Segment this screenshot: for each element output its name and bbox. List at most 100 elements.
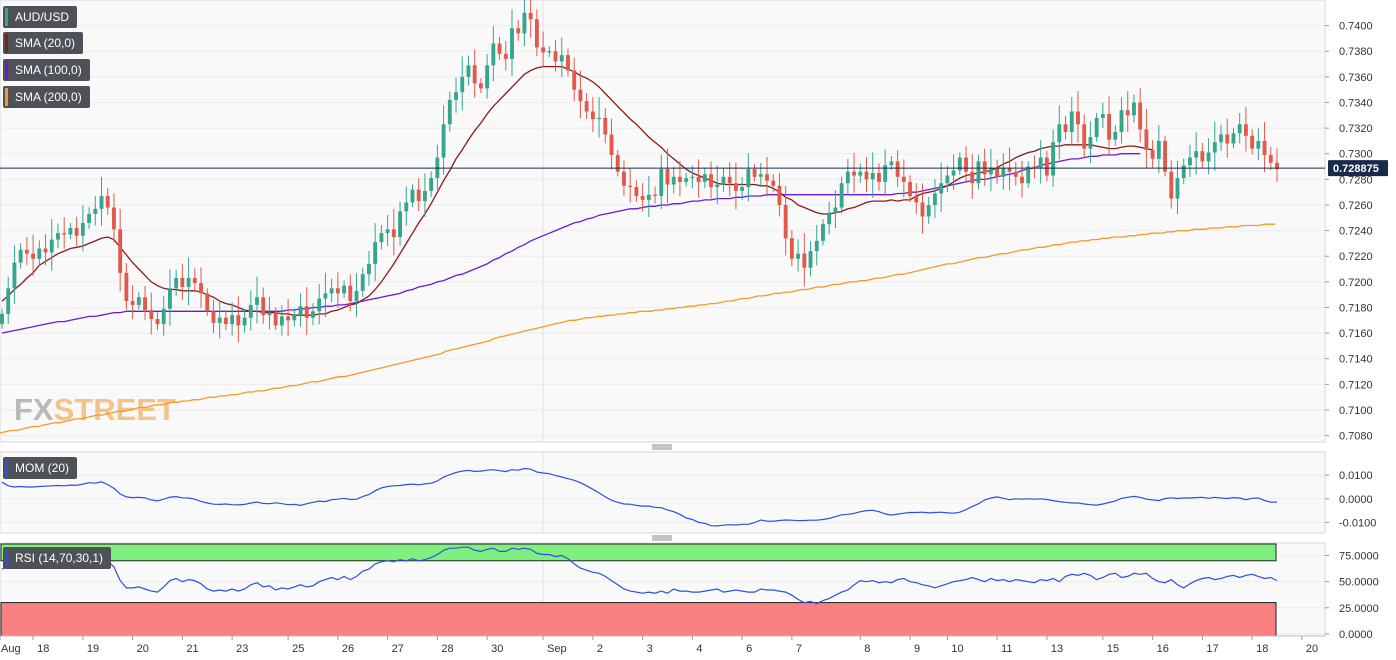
candle bbox=[528, 0, 533, 38]
legend-mom[interactable]: MOM (20) bbox=[3, 457, 77, 479]
candle bbox=[279, 305, 284, 336]
time-tick-label: 30 bbox=[491, 643, 503, 655]
candle-body bbox=[143, 297, 147, 311]
candle-body bbox=[478, 83, 483, 89]
time-tick-label: 10 bbox=[951, 643, 963, 655]
price-axis-tick-label: 0.7260 bbox=[1339, 200, 1373, 212]
candle-body bbox=[553, 51, 558, 62]
candle bbox=[796, 239, 801, 272]
candle-body bbox=[311, 311, 315, 318]
candle bbox=[1225, 118, 1230, 158]
candle bbox=[914, 183, 919, 214]
candle bbox=[1237, 112, 1242, 144]
candle bbox=[373, 223, 378, 281]
candle bbox=[646, 175, 651, 217]
candle bbox=[99, 177, 104, 226]
candle bbox=[702, 167, 707, 188]
legend-rsi[interactable]: RSI (14,70,30,1) bbox=[3, 547, 112, 569]
candle bbox=[889, 156, 894, 170]
time-tick-label: 6 bbox=[746, 643, 752, 655]
legend-sma20-label: SMA (20,0) bbox=[15, 36, 76, 50]
candle bbox=[12, 245, 17, 304]
candle-body bbox=[1144, 129, 1149, 150]
candle bbox=[286, 299, 291, 336]
candle bbox=[242, 309, 247, 333]
legend-symbol[interactable]: AUD/USD bbox=[3, 6, 78, 28]
candle bbox=[447, 91, 452, 132]
candle bbox=[49, 219, 54, 271]
candle-body bbox=[1026, 166, 1031, 184]
candle bbox=[839, 176, 844, 214]
candle-body bbox=[566, 55, 570, 71]
candle-body bbox=[622, 171, 626, 186]
candle-body bbox=[1181, 165, 1186, 179]
candle-body bbox=[367, 263, 371, 275]
legend-sma100[interactable]: SMA (100,0) bbox=[3, 59, 90, 81]
watermark-street: STREET bbox=[54, 392, 176, 427]
price-axis-tick-label: 0.7360 bbox=[1339, 72, 1373, 84]
candle-body bbox=[248, 304, 253, 318]
price-axis-tick-label: 0.7140 bbox=[1339, 354, 1373, 366]
candle bbox=[1088, 121, 1093, 163]
candle-body bbox=[671, 176, 676, 185]
candle bbox=[1051, 129, 1056, 188]
candle-body bbox=[410, 189, 415, 203]
candle bbox=[267, 296, 272, 330]
candle-body bbox=[1237, 124, 1242, 134]
candle bbox=[783, 186, 788, 256]
candle-body bbox=[12, 262, 17, 289]
candle-body bbox=[1007, 167, 1012, 172]
candle bbox=[236, 296, 241, 343]
candle-body bbox=[199, 283, 203, 294]
candle bbox=[833, 190, 838, 229]
candle-body bbox=[1200, 151, 1205, 162]
candle bbox=[379, 224, 384, 250]
candle-body bbox=[659, 169, 664, 197]
candle bbox=[62, 217, 67, 249]
candle bbox=[615, 149, 620, 177]
candle bbox=[1057, 105, 1062, 160]
candle-body bbox=[37, 248, 42, 259]
candle bbox=[192, 268, 197, 292]
candle bbox=[199, 267, 203, 308]
candle bbox=[478, 78, 483, 94]
candle-body bbox=[1206, 152, 1211, 162]
candle bbox=[466, 55, 471, 86]
candle-body bbox=[821, 224, 825, 241]
candle-body bbox=[373, 242, 378, 264]
candle-body bbox=[62, 233, 67, 235]
candle bbox=[721, 168, 726, 192]
price-axis-tick-label: 0.7280 bbox=[1339, 174, 1373, 186]
candle bbox=[130, 285, 135, 320]
candle-body bbox=[242, 317, 247, 326]
candle-body bbox=[988, 167, 993, 175]
price-axis-tick-label: 0.7160 bbox=[1339, 328, 1373, 340]
candle bbox=[733, 162, 738, 210]
candle bbox=[814, 224, 819, 266]
candle bbox=[0, 308, 4, 329]
candle bbox=[864, 157, 869, 193]
time-tick-label: 25 bbox=[292, 643, 304, 655]
candle bbox=[1144, 108, 1149, 169]
price-axis-tick-label: 0.7120 bbox=[1339, 379, 1373, 391]
time-tick-label: 17 bbox=[1206, 643, 1218, 655]
candle bbox=[534, 9, 539, 57]
candle bbox=[460, 56, 465, 111]
rsi-oversold-zone bbox=[0, 602, 1277, 637]
candle bbox=[367, 251, 371, 286]
candle-body bbox=[796, 253, 801, 259]
candle bbox=[1001, 153, 1006, 190]
candle bbox=[180, 263, 185, 300]
candle bbox=[1250, 129, 1255, 155]
candle bbox=[136, 292, 141, 310]
price-axis-tick-label: 0.7240 bbox=[1339, 226, 1373, 238]
legend-sma20[interactable]: SMA (20,0) bbox=[3, 32, 84, 54]
candle bbox=[186, 257, 191, 306]
candle-body bbox=[932, 193, 937, 205]
legend-sma200[interactable]: SMA (200,0) bbox=[3, 86, 90, 108]
candle bbox=[1243, 106, 1248, 152]
candle-body bbox=[24, 249, 29, 254]
candle bbox=[391, 208, 396, 256]
candle bbox=[1038, 140, 1043, 184]
